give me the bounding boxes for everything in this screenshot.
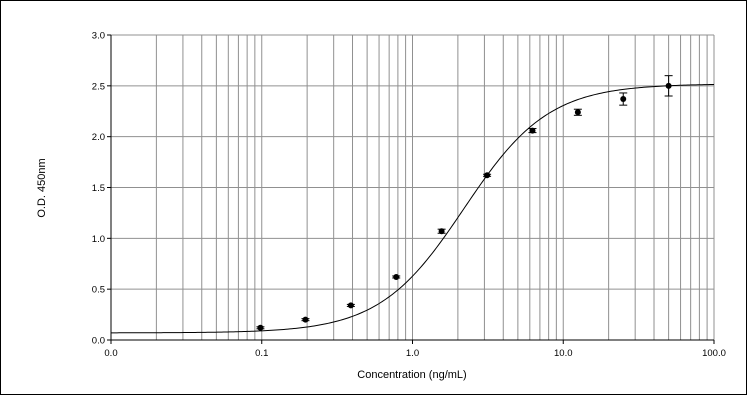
axes <box>107 34 715 344</box>
x-tick-label: 0.0 <box>104 348 117 359</box>
y-tick-label: 0.5 <box>92 285 105 296</box>
y-tick-label: 2.0 <box>92 132 105 143</box>
x-axis-label: Concentration (ng/mL) <box>357 369 466 381</box>
error-bars <box>256 75 673 330</box>
y-tick-label: 2.5 <box>92 81 105 92</box>
fit-curve <box>110 83 715 334</box>
data-point <box>393 273 400 280</box>
y-axis-label: O.D. 450nm <box>36 158 48 217</box>
data-point <box>257 324 264 331</box>
y-tick-label: 3.0 <box>92 31 105 42</box>
data-point <box>529 127 536 134</box>
y-tick-label: 1.0 <box>92 234 105 245</box>
data-point <box>665 82 672 89</box>
x-tick-labels: 0.0 0.1 1.0 10.0 100.0 <box>104 348 726 359</box>
data-point <box>484 172 491 179</box>
data-points <box>257 82 672 331</box>
y-tick-label: 0.0 <box>92 336 105 347</box>
x-tick-label: 1.0 <box>406 348 419 359</box>
data-point <box>302 316 309 323</box>
y-tick-labels: 0.0 0.5 1.0 1.5 2.0 2.5 3.0 <box>92 31 105 347</box>
x-tick-label: 0.1 <box>255 348 268 359</box>
x-tick-label: 100.0 <box>702 348 726 359</box>
data-point <box>347 302 354 309</box>
data-point <box>438 228 445 235</box>
data-point <box>574 109 581 116</box>
x-tick-label: 10.0 <box>554 348 573 359</box>
y-tick-label: 1.5 <box>92 183 105 194</box>
data-point <box>620 96 627 103</box>
grid <box>110 34 715 341</box>
